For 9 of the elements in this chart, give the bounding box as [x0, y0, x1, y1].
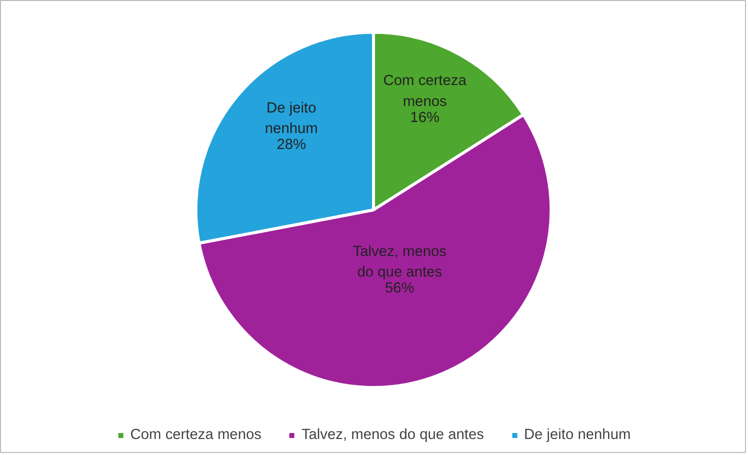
slice-label: De jeito nenhum	[264, 100, 318, 138]
data-label: 28%	[276, 137, 306, 154]
legend-label: Com certeza menos	[130, 427, 262, 443]
data-label: 56%	[384, 280, 414, 297]
legend-label: Talvez, menos do que antes	[301, 427, 484, 443]
slice-label: Com certeza menos	[383, 72, 468, 110]
data-label: 16%	[410, 110, 440, 126]
legend-label: De jeito nenhum	[524, 427, 631, 443]
slice-label: Talvez, menos do que antes	[352, 244, 447, 281]
